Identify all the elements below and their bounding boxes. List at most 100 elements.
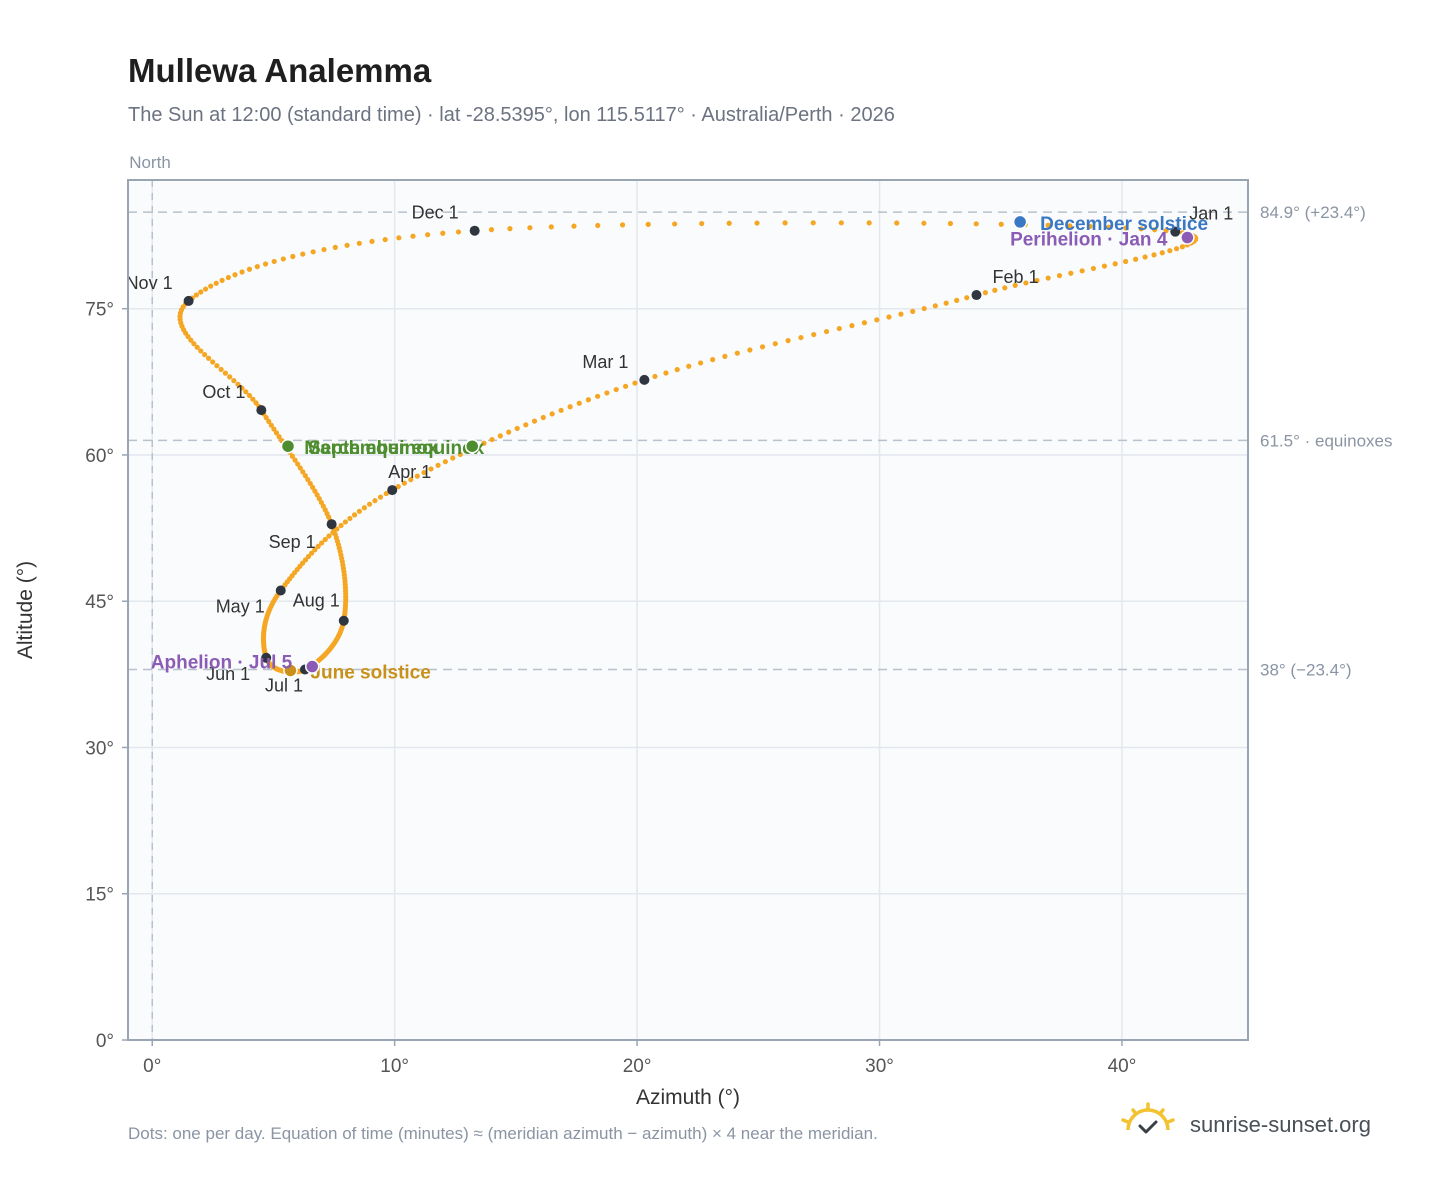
event-label: Perihelion · Jan 4 bbox=[1010, 230, 1168, 251]
daily-sun-dot bbox=[210, 359, 216, 365]
daily-sun-dot bbox=[674, 367, 680, 373]
daily-sun-dot bbox=[672, 221, 678, 227]
daily-sun-dot bbox=[910, 308, 916, 314]
daily-sun-dot bbox=[361, 505, 367, 511]
daily-sun-dot bbox=[312, 488, 318, 494]
daily-sun-dot bbox=[798, 334, 804, 341]
month-marker bbox=[1170, 226, 1181, 237]
sun-icon bbox=[1121, 1102, 1175, 1134]
daily-sun-dot bbox=[481, 440, 487, 446]
daily-sun-dot bbox=[838, 220, 844, 226]
brand[interactable]: sunrise-sunset.org bbox=[1120, 1102, 1390, 1148]
daily-sun-dot bbox=[836, 325, 842, 332]
daily-sun-dot bbox=[785, 338, 791, 344]
daily-sun-dot bbox=[1012, 282, 1018, 288]
daily-sun-dot bbox=[271, 426, 277, 432]
daily-sun-dot bbox=[231, 378, 237, 384]
daily-sun-dot bbox=[811, 331, 817, 338]
daily-sun-dot bbox=[250, 396, 256, 402]
month-marker-label: Sep 1 bbox=[269, 532, 316, 552]
daily-sun-dot bbox=[754, 220, 760, 226]
daily-sun-dot bbox=[523, 422, 529, 428]
daily-sun-dot bbox=[973, 221, 979, 227]
daily-sun-dot bbox=[874, 317, 880, 323]
daily-sun-dot bbox=[604, 390, 610, 396]
daily-sun-dot bbox=[435, 462, 441, 468]
daily-sun-dot bbox=[254, 264, 260, 270]
daily-sun-dot bbox=[1179, 244, 1186, 250]
daily-sun-dot bbox=[1034, 277, 1040, 284]
daily-sun-dot bbox=[347, 515, 353, 522]
daily-sun-dot bbox=[540, 414, 546, 421]
brand-name[interactable]: sunrise-sunset.org bbox=[1190, 1112, 1371, 1137]
daily-sun-dot bbox=[263, 415, 269, 421]
x-tick-label: 10° bbox=[380, 1056, 409, 1077]
daily-sun-dot bbox=[886, 314, 892, 320]
daily-sun-dot bbox=[998, 221, 1004, 227]
daily-sun-dot bbox=[1123, 258, 1129, 265]
daily-sun-dot bbox=[425, 232, 431, 238]
chart-subtitle: The Sun at 12:00 (standard time) · lat -… bbox=[128, 104, 895, 126]
month-marker-label: Mar 1 bbox=[582, 352, 628, 372]
month-marker-label: May 1 bbox=[216, 596, 265, 616]
daily-sun-dot bbox=[595, 393, 601, 399]
daily-sun-dot bbox=[1123, 225, 1129, 231]
daily-sun-dot bbox=[947, 220, 954, 227]
daily-sun-dot bbox=[1045, 222, 1051, 228]
y-tick-label: 45° bbox=[85, 592, 114, 613]
daily-sun-dot bbox=[395, 484, 401, 490]
daily-sun-dot bbox=[276, 434, 282, 440]
daily-sun-dot bbox=[1079, 268, 1085, 274]
x-tick-label: 30° bbox=[865, 1056, 894, 1077]
event-marker bbox=[280, 438, 296, 454]
daily-sun-dot bbox=[315, 543, 321, 549]
daily-sun-dot bbox=[567, 404, 573, 410]
plot-frame bbox=[127, 179, 1249, 1041]
daily-sun-dot bbox=[290, 253, 296, 260]
daily-sun-dot bbox=[253, 400, 259, 406]
month-marker-label: Jun 1 bbox=[206, 664, 250, 684]
daily-sun-dot bbox=[356, 240, 362, 246]
footnote: Dots: one per day. Equation of time (min… bbox=[128, 1124, 878, 1143]
y-tick-label: 30° bbox=[85, 738, 114, 759]
daily-sun-dot bbox=[198, 348, 204, 354]
daily-sun-dot bbox=[558, 407, 564, 413]
event-label: June solstice bbox=[310, 662, 430, 683]
daily-sun-dot bbox=[356, 508, 362, 514]
daily-sun-dot bbox=[188, 337, 194, 343]
daily-sun-dot bbox=[734, 350, 740, 356]
daily-sun-dot bbox=[235, 381, 241, 387]
month-marker-label: Dec 1 bbox=[412, 203, 459, 223]
month-marker-label: Oct 1 bbox=[202, 382, 245, 402]
daily-sun-dot bbox=[305, 553, 312, 560]
daily-sun-dot bbox=[613, 386, 619, 393]
daily-sun-dot bbox=[202, 352, 208, 358]
daily-sun-dot bbox=[457, 451, 463, 457]
daily-sun-dot bbox=[408, 477, 414, 483]
daily-sun-dot bbox=[268, 422, 274, 428]
daily-sun-dot bbox=[205, 355, 212, 361]
daily-sun-dot bbox=[514, 425, 520, 432]
daily-sun-dot bbox=[366, 501, 373, 507]
daily-sun-dot bbox=[239, 385, 245, 391]
x-axis-label: Azimuth (°) bbox=[636, 1086, 740, 1109]
daily-sun-dot bbox=[208, 283, 214, 289]
daily-sun-dot bbox=[246, 392, 253, 399]
daily-sun-dot bbox=[369, 238, 375, 244]
daily-sun-dot bbox=[455, 229, 462, 235]
daily-sun-dot bbox=[699, 220, 705, 227]
daily-sun-dot bbox=[1112, 261, 1118, 267]
daily-sun-dot bbox=[982, 290, 988, 296]
daily-sun-dot bbox=[1152, 227, 1158, 233]
daily-sun-dot bbox=[219, 277, 225, 283]
north-label: North bbox=[129, 153, 171, 172]
daily-sun-dot bbox=[531, 418, 538, 424]
daily-sun-dot bbox=[652, 373, 658, 380]
daily-sun-dot bbox=[1067, 223, 1073, 229]
daily-sun-dot bbox=[246, 266, 253, 272]
event-label: December solstice bbox=[1040, 214, 1208, 235]
daily-sun-dot bbox=[1142, 254, 1148, 260]
daily-sun-dot bbox=[312, 547, 318, 553]
daily-sun-dot bbox=[849, 323, 855, 329]
daily-sun-dot bbox=[273, 430, 280, 436]
